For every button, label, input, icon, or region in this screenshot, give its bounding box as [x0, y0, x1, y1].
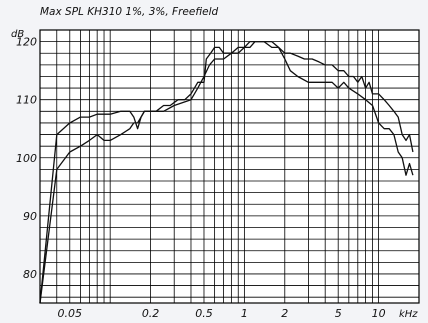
y-tick-label: 100	[16, 152, 37, 165]
x-tick-label: 0.05	[58, 307, 83, 320]
series-line-1	[39, 40, 414, 304]
y-tick-label: 80	[23, 268, 37, 281]
series-line-2	[39, 40, 414, 304]
plot-frame	[39, 29, 420, 304]
x-tick-label: 0.5	[195, 307, 213, 320]
x-tick-label: 10	[372, 307, 386, 320]
y-tick-label: 90	[23, 210, 37, 223]
x-axis-unit-label: kHz	[399, 309, 418, 320]
y-axis-unit-label: dB	[11, 29, 24, 40]
chart-title: Max SPL KH310 1%, 3%, Freefield	[40, 6, 218, 18]
y-tick-label: 120	[16, 36, 37, 49]
x-tick-label: 5	[335, 307, 342, 320]
x-tick-label: 1	[241, 307, 248, 320]
plot-area	[39, 29, 420, 304]
plot-background	[40, 30, 419, 303]
x-tick-label: 2	[281, 307, 288, 320]
y-tick-label: 110	[16, 94, 37, 107]
x-tick-label: 0.2	[142, 307, 160, 320]
